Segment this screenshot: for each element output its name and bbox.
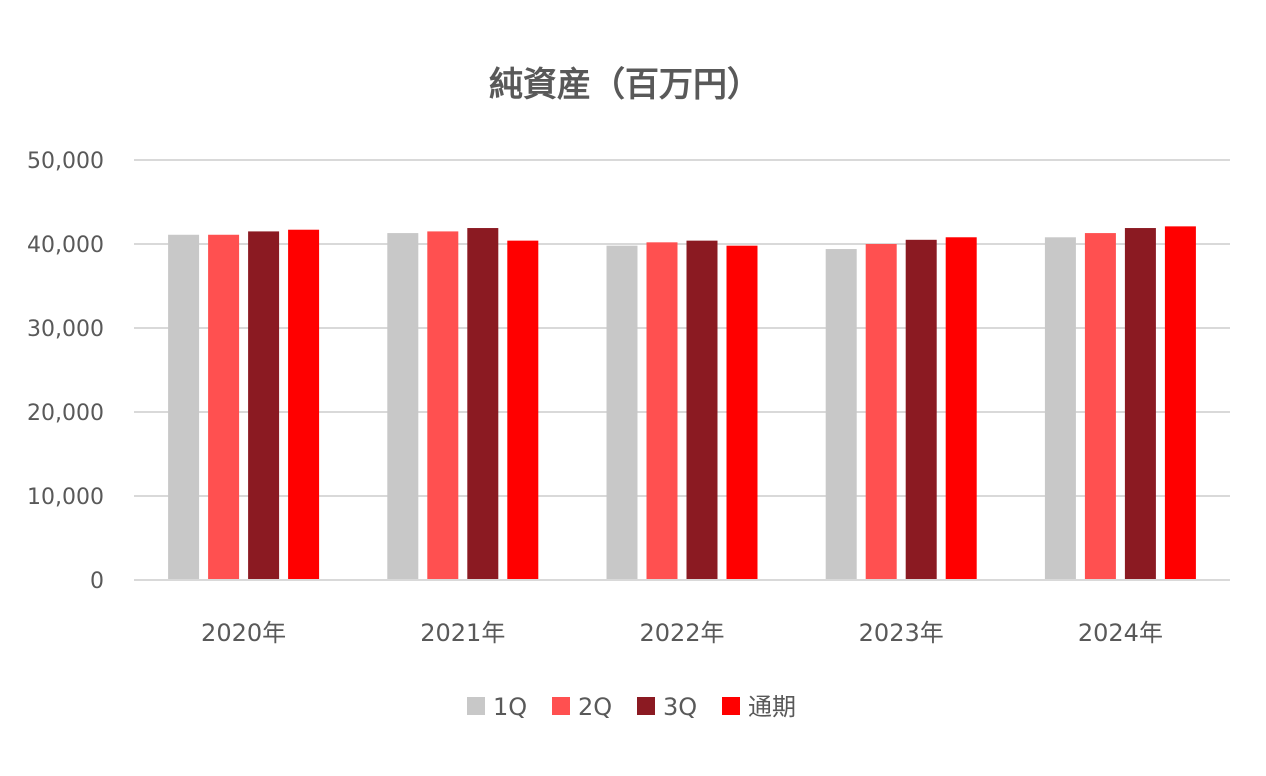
legend-swatch — [552, 697, 570, 715]
y-tick-label: 40,000 — [27, 233, 104, 258]
legend-swatch — [637, 697, 655, 715]
bar-2-2020年 — [208, 234, 240, 580]
chart-title: 純資産（百万円） — [489, 65, 761, 105]
x-tick-label: 2021年 — [420, 619, 505, 647]
y-tick-label: 0 — [90, 569, 104, 594]
bar-3-2020年 — [248, 231, 280, 580]
legend-label: 通期 — [748, 693, 796, 721]
bar-1-2020年 — [168, 234, 200, 580]
legend-label: 3Q — [663, 693, 697, 721]
bar-1-2023年 — [825, 249, 857, 581]
legend-label: 2Q — [578, 693, 612, 721]
x-tick-label: 2022年 — [639, 619, 724, 647]
bar-4-2024年 — [1164, 226, 1196, 581]
legend: 1Q 2Q 3Q 通期 — [467, 693, 796, 721]
bar-4-2021年 — [507, 240, 539, 580]
x-tick-label: 2023年 — [859, 619, 944, 647]
bar-2-2022年 — [646, 242, 678, 580]
bar-2-2021年 — [427, 231, 459, 580]
x-tick-label: 2020年 — [201, 619, 286, 647]
legend-swatch — [722, 697, 740, 715]
x-axis-ticks: 2020年 2021年 2022年 2023年 2024年 — [201, 619, 1163, 647]
bar-1-2021年 — [387, 233, 419, 580]
bar-4-2023年 — [945, 237, 977, 580]
bar-3-2023年 — [905, 239, 937, 581]
x-tick-label: 2024年 — [1078, 619, 1163, 647]
bar-4-2022年 — [726, 245, 758, 580]
bar-3-2021年 — [467, 228, 499, 581]
bar-3-2022年 — [686, 240, 718, 580]
legend-label: 1Q — [493, 693, 527, 721]
bar-4-2020年 — [288, 229, 320, 580]
bar-1-2024年 — [1044, 237, 1076, 580]
y-tick-label: 30,000 — [27, 317, 104, 342]
bars — [168, 226, 1196, 581]
bar-1-2022年 — [606, 245, 638, 580]
y-tick-label: 20,000 — [27, 401, 104, 426]
y-axis-ticks: 0 10,000 20,000 30,000 40,000 50,000 — [27, 149, 104, 594]
bar-2-2024年 — [1084, 233, 1116, 580]
y-tick-label: 10,000 — [27, 485, 104, 510]
bar-2-2023年 — [865, 244, 897, 580]
legend-swatch — [467, 697, 485, 715]
y-tick-label: 50,000 — [27, 149, 104, 174]
bar-3-2024年 — [1124, 228, 1156, 581]
